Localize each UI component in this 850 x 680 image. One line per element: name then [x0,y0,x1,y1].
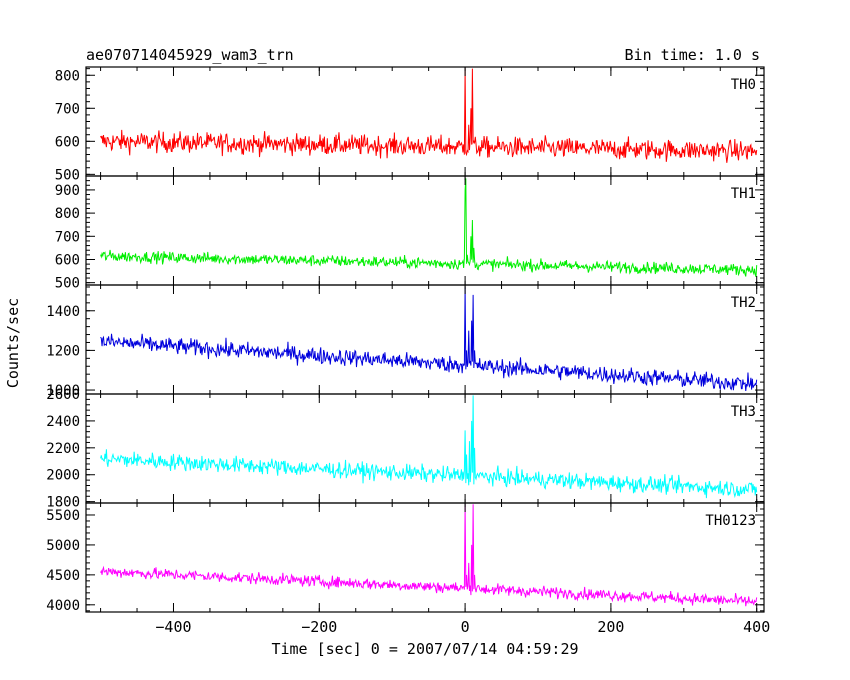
y-tick-label: 600 [55,134,80,150]
y-tick-label: 5000 [46,538,80,554]
panel-th1: 500 600 700 800 900 TH1 [55,175,765,292]
panel-name-label: TH0 [731,77,756,93]
panels-group: 500 600 700 800 TH0 500 600 700 800 900 TH1 1000 120… [46,66,770,636]
panel-name-label: TH2 [731,295,756,311]
y-tick-label: 800 [55,206,80,222]
series-line-th2 [100,286,758,391]
y-tick-label: 2000 [46,468,80,484]
y-tick-label: 2200 [46,441,80,457]
series-line-th3 [100,395,758,499]
x-tick-label: 400 [743,618,770,636]
chart-title: ae070714045929_wam3_trn [86,46,294,64]
x-tick-label: 0 [461,618,470,636]
x-tick-label: −400 [155,618,191,636]
panel-name-label: TH0123 [705,513,756,529]
panel-frame [85,284,765,395]
y-tick-label: 2400 [46,414,80,430]
series-line-th0123 [100,504,758,607]
y-tick-label: 1200 [46,343,80,359]
y-tick-label: 500 [55,276,80,292]
y-tick-label: 5500 [46,508,80,524]
y-tick-label: 1400 [46,304,80,320]
bin-time-label: Bin time: 1.0 s [625,46,760,64]
y-tick-label: 1000 [46,383,80,399]
y-tick-label: 500 [55,167,80,183]
panel-name-label: TH3 [731,404,756,420]
x-tick-label: −200 [301,618,337,636]
panel-frame [85,66,765,177]
y-tick-label: 1800 [46,495,80,511]
x-tick-label: 200 [597,618,624,636]
x-axis-label: Time [sec] 0 = 2007/07/14 04:59:29 [271,640,578,658]
y-tick-label: 4500 [46,568,80,584]
y-tick-label: 600 [55,252,80,268]
y-tick-label: 700 [55,101,80,117]
y-tick-label: 2600 [46,387,80,403]
y-tick-label: 800 [55,68,80,84]
panel-th3: 1800 2000 2200 2400 2600 TH3 [46,387,765,511]
y-tick-label: 700 [55,229,80,245]
y-tick-label: 900 [55,183,80,199]
y-tick-label: 4000 [46,598,80,614]
series-line-th1 [100,178,758,278]
panel-th0123: 4000 4500 5000 5500 TH0123 [46,502,765,614]
panel-th2: 1000 1200 1400 TH2 [46,284,765,399]
panel-name-label: TH1 [731,186,756,202]
y-axis-label: Counts/sec [4,298,22,388]
panel-th0: 500 600 700 800 TH0 [55,66,765,183]
panel-frame [85,502,765,613]
series-line-th0 [100,68,758,163]
